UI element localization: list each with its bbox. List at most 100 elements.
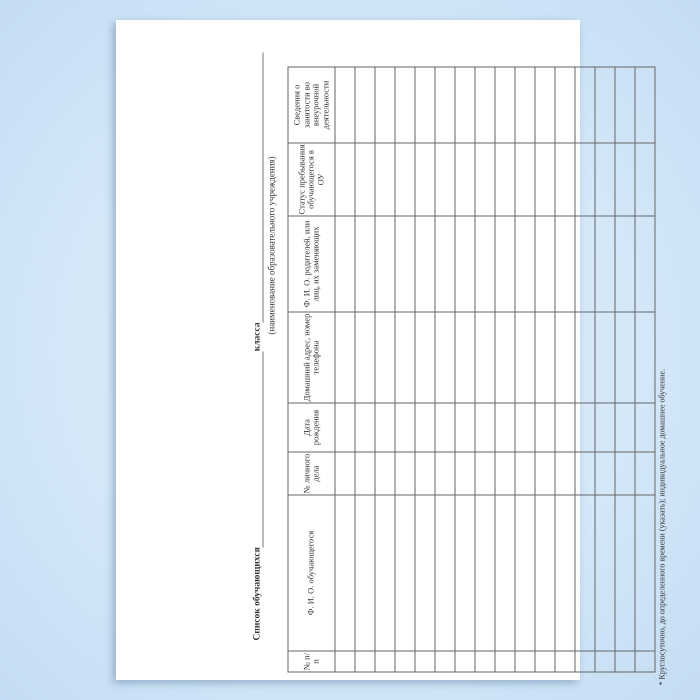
table-cell [474, 494, 495, 651]
table-cell [494, 142, 515, 216]
table-cell [374, 142, 395, 216]
table-cell [434, 215, 455, 312]
table-cell [474, 142, 495, 216]
table-cell [354, 451, 375, 495]
table-cell [494, 66, 515, 143]
table-cell [474, 311, 495, 403]
table-cell [594, 451, 615, 495]
table-cell [354, 494, 375, 651]
table-cell [434, 142, 455, 216]
table-cell [534, 451, 555, 495]
table-cell [594, 311, 615, 403]
table-row [334, 66, 355, 672]
table-cell [434, 66, 455, 143]
table-cell [514, 451, 535, 495]
table-cell [474, 215, 495, 312]
table-row [514, 66, 535, 672]
table-cell [614, 451, 635, 495]
table-cell [394, 66, 415, 143]
table-row [534, 66, 555, 672]
table-cell [634, 402, 655, 452]
table-cell [634, 66, 655, 143]
list-title: Список обучающихся [252, 546, 262, 640]
table-cell [574, 650, 595, 672]
table-row [414, 66, 435, 672]
table-cell [614, 142, 635, 216]
table-cell [434, 494, 455, 651]
table-row [354, 66, 375, 672]
table-cell [414, 451, 435, 495]
table-cell [514, 311, 535, 403]
table-cell [394, 650, 415, 672]
table-cell [474, 451, 495, 495]
table-row [614, 66, 635, 672]
students-table: № п/п Ф. И. О. обучающегося № личного дела… [287, 66, 655, 672]
table-cell [554, 494, 575, 651]
table-cell [474, 66, 495, 143]
table-cell [614, 66, 635, 143]
table-cell [334, 311, 355, 403]
table-cell [394, 142, 415, 216]
institution-caption: (наименование образовательного учреждени… [266, 155, 276, 335]
table-cell [354, 311, 375, 403]
table-cell [574, 451, 595, 495]
footnote: * Круглосуточно, до определенного времен… [657, 368, 666, 685]
table-row [374, 66, 395, 672]
table-cell [434, 650, 455, 672]
column-header: Статус пребывания обучающегося в ОУ [287, 142, 335, 216]
table-cell [634, 142, 655, 216]
table-cell [594, 66, 615, 143]
table-cell [354, 650, 375, 672]
table-cell [414, 494, 435, 651]
table-cell [534, 494, 555, 651]
table-cell [374, 311, 395, 403]
table-cell [354, 66, 375, 143]
table-cell [494, 215, 515, 312]
table-cell [414, 402, 435, 452]
table-row [634, 66, 655, 672]
table-cell [534, 650, 555, 672]
table-cell [594, 650, 615, 672]
table-cell [494, 451, 515, 495]
table-row [494, 66, 515, 672]
column-header: № личного дела [287, 451, 335, 495]
table-cell [414, 142, 435, 216]
table-cell [514, 215, 535, 312]
table-cell [574, 311, 595, 403]
table-cell [594, 142, 615, 216]
table-cell [414, 66, 435, 143]
table-cell [334, 402, 355, 452]
table-row [434, 66, 455, 672]
table-cell [334, 66, 355, 143]
table-cell [394, 311, 415, 403]
column-header: Ф. И. О. обучающегося [287, 494, 335, 651]
table-cell [574, 402, 595, 452]
table-row [594, 66, 615, 672]
table-cell [414, 215, 435, 312]
column-header: Домашний адрес, номер телефона [287, 311, 335, 403]
table-cell [514, 650, 535, 672]
table-cell [374, 650, 395, 672]
table-cell [554, 650, 575, 672]
table-cell [554, 66, 575, 143]
form-heading: Список обучающихся класса [251, 51, 263, 640]
table-cell [574, 66, 595, 143]
table-cell [374, 215, 395, 312]
table-cell [634, 494, 655, 651]
column-header: Ф. И. О. родителей, или лиц, их заменяющ… [287, 215, 335, 312]
table-row [454, 66, 475, 672]
table-cell [614, 650, 635, 672]
table-cell [374, 451, 395, 495]
table-row [474, 66, 495, 672]
table-cell [514, 402, 535, 452]
table-cell [514, 66, 535, 143]
table-cell [534, 402, 555, 452]
table-cell [334, 451, 355, 495]
table-cell [634, 451, 655, 495]
table-cell [554, 402, 575, 452]
table-cell [494, 311, 515, 403]
table-cell [554, 215, 575, 312]
table-cell [554, 451, 575, 495]
table-cell [354, 402, 375, 452]
table-cell [434, 402, 455, 452]
